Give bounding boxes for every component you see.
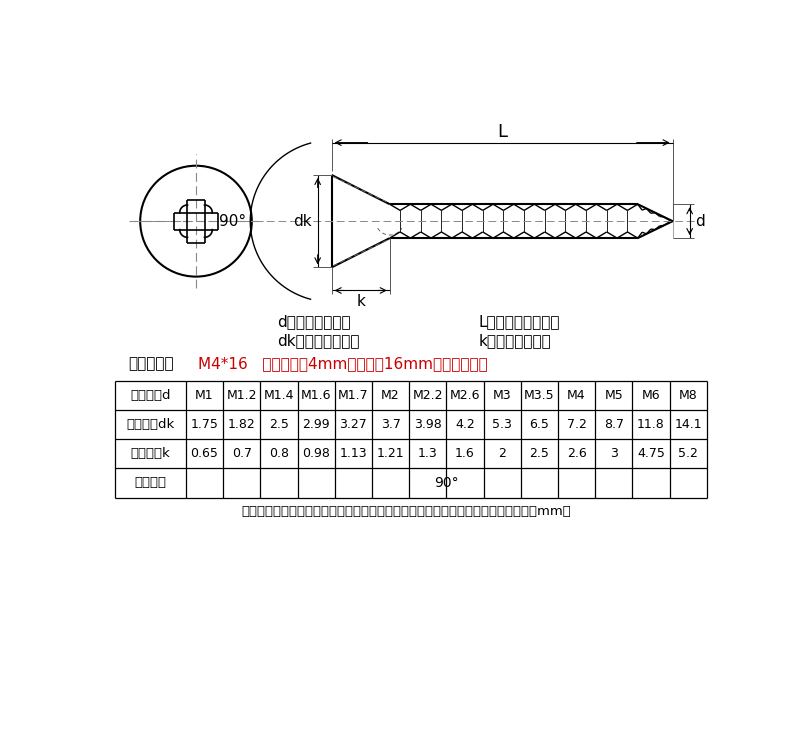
- Text: 0.8: 0.8: [269, 447, 289, 460]
- Text: k: k: [356, 294, 365, 309]
- Text: 0.98: 0.98: [302, 447, 330, 460]
- Text: M6: M6: [642, 388, 661, 402]
- Text: M1: M1: [195, 388, 214, 402]
- Text: 11.8: 11.8: [637, 418, 665, 431]
- Text: 3: 3: [610, 447, 618, 460]
- Text: 5.3: 5.3: [492, 418, 512, 431]
- Text: 沉头角度: 沉头角度: [134, 476, 167, 490]
- Text: 7.2: 7.2: [566, 418, 587, 431]
- Text: 0.65: 0.65: [190, 447, 218, 460]
- Text: 1.21: 1.21: [377, 447, 404, 460]
- Text: L：代表负钉总长度: L：代表负钉总长度: [479, 314, 561, 329]
- Text: 0.7: 0.7: [232, 447, 251, 460]
- Text: k：代表头部厚度: k：代表头部厚度: [479, 333, 552, 348]
- Text: M2.2: M2.2: [412, 388, 443, 402]
- Text: 1.75: 1.75: [190, 418, 218, 431]
- Text: M1.7: M1.7: [338, 388, 369, 402]
- Text: 6.5: 6.5: [530, 418, 550, 431]
- Text: dk：代表头部直径: dk：代表头部直径: [278, 333, 360, 348]
- Text: 以上数据为单批次手工测量，存在一定误差，请以实物为准！介意者慎拍。（单位：mm）: 以上数据为单批次手工测量，存在一定误差，请以实物为准！介意者慎拍。（单位：mm）: [241, 505, 571, 518]
- Text: M2: M2: [381, 388, 400, 402]
- Text: 头部直径dk: 头部直径dk: [126, 418, 174, 431]
- Text: M1.2: M1.2: [227, 388, 257, 402]
- Text: 5.2: 5.2: [678, 447, 698, 460]
- Text: M1.6: M1.6: [301, 388, 331, 402]
- Text: M3: M3: [492, 388, 511, 402]
- Text: 3.27: 3.27: [339, 418, 367, 431]
- Text: d：代表负纹直径: d：代表负纹直径: [278, 314, 351, 329]
- Text: M4: M4: [567, 388, 586, 402]
- Text: 2.99: 2.99: [302, 418, 330, 431]
- Text: d: d: [695, 214, 705, 229]
- Text: 2.5: 2.5: [269, 418, 289, 431]
- Text: 1.13: 1.13: [339, 447, 367, 460]
- Text: dk: dk: [293, 214, 312, 229]
- Text: 90°: 90°: [219, 214, 247, 229]
- Text: 1.6: 1.6: [455, 447, 475, 460]
- Text: M4*16   （负纹直关4mm＊总长度16mm）含头部长度: M4*16 （负纹直关4mm＊总长度16mm）含头部长度: [198, 356, 488, 371]
- Text: M8: M8: [679, 388, 698, 402]
- Text: 4.75: 4.75: [637, 447, 665, 460]
- Text: 2.6: 2.6: [567, 447, 586, 460]
- Text: M2.6: M2.6: [450, 388, 481, 402]
- Text: 3.98: 3.98: [414, 418, 442, 431]
- Text: M5: M5: [604, 388, 623, 402]
- Text: 负纹直径d: 负纹直径d: [130, 388, 170, 402]
- Text: 4.2: 4.2: [455, 418, 475, 431]
- Text: 1.3: 1.3: [418, 447, 438, 460]
- Text: 90°: 90°: [434, 476, 458, 490]
- Text: 头部厚度k: 头部厚度k: [130, 447, 170, 460]
- Text: 8.7: 8.7: [603, 418, 624, 431]
- Text: M3.5: M3.5: [524, 388, 554, 402]
- Text: 14.1: 14.1: [674, 418, 702, 431]
- Text: M1.4: M1.4: [264, 388, 294, 402]
- Text: 2.5: 2.5: [530, 447, 550, 460]
- Text: L: L: [497, 123, 508, 141]
- Text: 规格举例：: 规格举例：: [128, 356, 174, 371]
- Text: 2: 2: [498, 447, 506, 460]
- Text: 1.82: 1.82: [228, 418, 255, 431]
- Text: 3.7: 3.7: [381, 418, 400, 431]
